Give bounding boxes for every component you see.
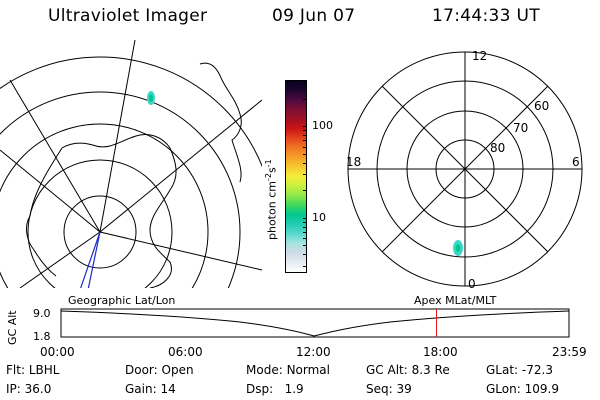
time-tick-2359: 23:59 <box>552 345 587 359</box>
satellite-track <box>87 231 101 288</box>
color-scale-minor-tick <box>303 153 307 155</box>
status-gc-alt: GC Alt: 8.3 Re <box>366 363 450 377</box>
color-scale-minor-tick <box>303 238 307 240</box>
aurora-emission-core <box>455 244 461 252</box>
observation-time: 17:44:33 UT <box>432 6 540 26</box>
color-scale-tick-label: 100 <box>312 119 333 133</box>
color-scale-minor-tick <box>303 245 307 247</box>
instrument-title: Ultraviolet Imager <box>48 6 208 26</box>
color-scale-minor-tick <box>303 98 307 100</box>
color-scale-minor-tick <box>303 217 307 219</box>
color-scale-minor-tick <box>303 232 307 234</box>
meridian-line <box>19 231 101 288</box>
color-scale-minor-tick <box>303 254 307 256</box>
geographic-label: Geographic Lat/Lon <box>68 294 176 307</box>
apex-label: Apex MLat/MLT <box>414 294 497 307</box>
observation-date: 09 Jun 07 <box>272 6 356 26</box>
latitude-circle <box>0 56 262 168</box>
altitude-plot <box>60 308 570 338</box>
time-tick-1800: 18:00 <box>423 345 458 359</box>
mlat-label-80: 80 <box>490 141 505 155</box>
latitude-circle <box>0 91 241 288</box>
status-glat: GLat: -72.3 <box>486 363 553 377</box>
altitude-curve <box>60 310 570 337</box>
status-seq: Seq: 39 <box>366 382 412 396</box>
color-scale-minor-tick <box>303 135 307 137</box>
color-scale-bar <box>285 80 307 273</box>
status-filter: Flt: LBHL <box>6 363 60 377</box>
meridian-line <box>99 99 262 233</box>
meridian-line <box>0 149 101 233</box>
mlt-line <box>381 85 549 253</box>
meridian-line <box>9 79 101 233</box>
magnetic-polar-grid: 12 6 0 18 60 70 80 <box>346 49 583 291</box>
status-ip: IP: 36.0 <box>6 382 52 396</box>
color-scale-tick-label: 10 <box>312 210 326 224</box>
aurora-emission-core <box>149 94 153 102</box>
meridian-line <box>99 40 136 233</box>
status-gain: Gain: 14 <box>125 382 176 396</box>
mlt-label-18: 18 <box>346 155 361 169</box>
color-scale-minor-tick <box>303 190 307 192</box>
altitude-tick-max: 9.0 <box>33 307 51 320</box>
mlt-label-6: 6 <box>572 155 580 169</box>
color-scale-minor-tick <box>303 222 307 224</box>
latitude-circle <box>63 195 137 269</box>
color-scale-minor-tick <box>303 162 307 164</box>
mlt-label-0: 0 <box>468 277 476 291</box>
mlt-label-12: 12 <box>472 49 487 63</box>
color-scale-minor-tick <box>303 82 307 84</box>
geographic-map <box>0 40 262 288</box>
meridian-line <box>99 231 262 271</box>
mlat-label-60: 60 <box>534 99 549 113</box>
status-glon: GLon: 109.9 <box>486 382 559 396</box>
status-dsp: Dsp: 1.9 <box>246 382 304 396</box>
color-scale-minor-tick <box>303 140 307 142</box>
status-door: Door: Open <box>125 363 194 377</box>
continent-outline <box>199 62 242 183</box>
color-scale-minor-tick <box>303 174 307 176</box>
status-mode: Mode: Normal <box>246 363 330 377</box>
color-scale-minor-tick <box>303 126 307 128</box>
time-tick-0000: 00:00 <box>40 345 75 359</box>
satellite-track <box>80 231 101 288</box>
altitude-axis-label: GC Alt <box>6 310 19 345</box>
color-scale-minor-tick <box>303 146 307 148</box>
color-scale-minor-tick <box>303 130 307 132</box>
mlat-label-70: 70 <box>513 121 528 135</box>
latitude-circle <box>27 159 173 288</box>
latitude-circle <box>0 123 209 288</box>
altitude-tick-min: 1.8 <box>33 330 51 343</box>
color-scale-unit: photon cm-2s-1 <box>264 159 279 240</box>
color-scale-minor-tick <box>303 265 307 267</box>
color-scale-minor-tick <box>303 226 307 228</box>
time-tick-1200: 12:00 <box>296 345 331 359</box>
time-tick-0600: 06:00 <box>168 345 203 359</box>
continent-outline <box>26 134 177 288</box>
